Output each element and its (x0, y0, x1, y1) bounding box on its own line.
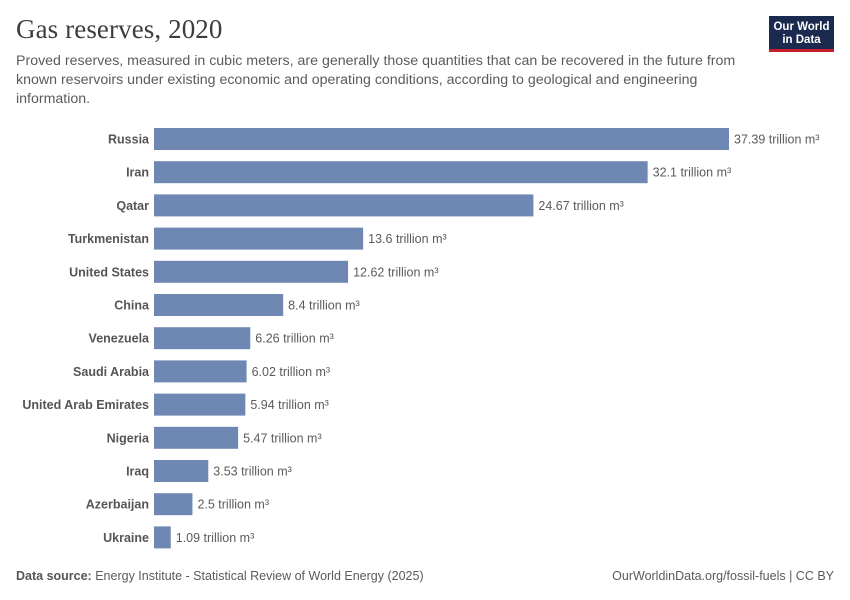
chart-title: Gas reserves, 2020 (16, 14, 223, 44)
category-label: Iraq (126, 465, 149, 479)
value-label: 13.6 trillion m³ (368, 232, 447, 246)
category-label: Saudi Arabia (73, 365, 150, 379)
category-label: United Arab Emirates (22, 398, 149, 412)
value-label: 2.5 trillion m³ (197, 498, 269, 512)
bar[interactable] (154, 128, 729, 150)
bar[interactable] (154, 227, 364, 250)
value-label: 6.26 trillion m³ (255, 332, 333, 346)
value-label: 5.94 trillion m³ (250, 398, 329, 412)
category-label: Russia (108, 133, 150, 147)
category-label: Iran (126, 166, 149, 180)
category-label: China (114, 299, 150, 313)
bar[interactable] (154, 161, 648, 184)
category-label: Venezuela (89, 332, 150, 346)
chart-subtitle: Proved reserves, measured in cubic meter… (16, 53, 736, 107)
logo-line-1: Our World (773, 21, 830, 33)
data-source: Data source: Energy Institute - Statisti… (16, 569, 424, 583)
bar[interactable] (154, 327, 251, 350)
category-label: Ukraine (103, 531, 149, 545)
bar[interactable] (154, 460, 209, 482)
value-label: 24.67 trillion m³ (538, 199, 623, 213)
bar[interactable] (154, 194, 534, 217)
value-label: 12.62 trillion m³ (353, 265, 438, 279)
bar[interactable] (154, 493, 193, 516)
category-label: Turkmenistan (68, 232, 149, 246)
value-label: 8.4 trillion m³ (288, 299, 360, 313)
category-label: Azerbaijan (86, 498, 149, 512)
value-label: 32.1 trillion m³ (653, 166, 732, 180)
bar[interactable] (154, 393, 246, 416)
category-label: Nigeria (107, 431, 150, 445)
bar[interactable] (154, 294, 284, 316)
value-label: 3.53 trillion m³ (213, 465, 291, 479)
bar[interactable] (154, 360, 247, 383)
logo-line-2: in Data (782, 34, 821, 46)
bar[interactable] (154, 260, 349, 283)
bar[interactable] (154, 526, 171, 549)
owid-logo[interactable]: Our World in Data (769, 16, 834, 52)
value-label: 37.39 trillion m³ (734, 133, 819, 147)
value-label: 6.02 trillion m³ (252, 365, 331, 379)
data-source-label: Data source: (16, 569, 92, 583)
category-label: United States (69, 265, 149, 279)
bar-chart: Russia 37.39 trillion m³ Iran 32.1 trillion… (22, 128, 819, 549)
footer-link[interactable]: OurWorldinData.org/fossil-fuels | CC BY (612, 569, 834, 583)
data-source-text[interactable]: Energy Institute - Statistical Review of… (95, 569, 424, 583)
value-label: 1.09 trillion m³ (176, 531, 255, 545)
category-label: Qatar (116, 199, 149, 213)
value-label: 5.47 trillion m³ (243, 431, 322, 445)
bar[interactable] (154, 426, 239, 449)
